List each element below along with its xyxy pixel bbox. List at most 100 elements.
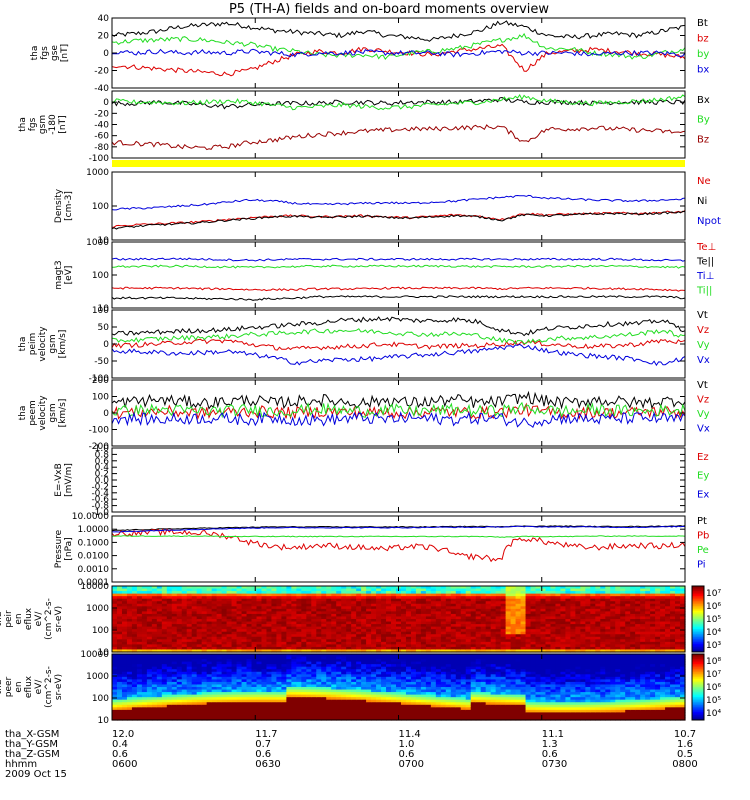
heatmap-cell [376,613,382,618]
heatmap-cell [246,601,253,605]
heatmap-cell [575,634,581,638]
heatmap-cell [276,624,283,628]
heatmap-cell [445,598,452,602]
heatmap-cell [341,601,347,605]
heatmap-cell [341,613,347,618]
heatmap-cell [366,596,372,600]
heatmap-cell [156,646,163,651]
heatmap-cell [331,586,337,590]
heatmap-cell [281,624,287,628]
heatmap-cell [361,666,367,670]
heatmap-cell [146,689,153,693]
heatmap-cell [435,616,442,620]
heatmap-cell [171,676,178,680]
heatmap-cell [171,639,178,643]
heatmap-cell [495,634,502,638]
heatmap-cell [630,616,636,620]
heatmap-cell [535,619,542,623]
heatmap-cell [455,616,462,620]
heatmap-cell [306,588,312,592]
heatmap-cell [112,621,118,625]
heatmap-cell [545,616,552,620]
heatmap-cell [136,629,143,633]
heatmap-cell [171,588,178,592]
ylabel-efield: E=-VxB[mV/m] [54,463,74,497]
ylabel-peem_velocity: thapeemvelocitygsm[km/s] [18,395,68,431]
heatmap-cell [366,712,372,716]
heatmap-cell [580,634,586,638]
colorbar-cell [692,597,704,600]
colorbar-cell [692,635,704,638]
heatmap-cell [186,644,193,648]
heatmap-cell [181,681,188,686]
heatmap-cell [400,641,407,645]
heatmap-cell [585,631,591,635]
heatmap-cell [630,586,636,590]
heatmap-cell [351,616,357,620]
heatmap-cell [281,661,287,665]
heatmap-cell [321,621,327,625]
heatmap-cell [610,621,616,625]
heatmap-cell [246,699,253,703]
heatmap-cell [615,639,621,643]
heatmap-cell [490,619,497,623]
heatmap-cell [226,631,233,635]
heatmap-cell [575,603,581,607]
heatmap-cell [525,621,532,625]
colorbar-cell [692,645,704,648]
heatmap-cell [136,598,143,602]
heatmap-cell [121,603,128,607]
heatmap-cell [126,596,133,600]
heatmap-cell [311,671,317,675]
heatmap-cell [186,624,193,628]
heatmap-cell [356,661,362,665]
heatmap-cell [211,611,218,615]
heatmap-cell [231,611,238,615]
heatmap-cell [276,654,283,658]
heatmap-cell [316,593,322,597]
heatmap-cell [256,699,263,703]
heatmap-cell [396,626,402,630]
heatmap-cell [176,707,183,711]
heatmap-cell [211,676,218,680]
heatmap-cell [286,709,292,713]
heatmap-cell [276,679,283,683]
heatmap-cell [515,611,522,615]
heatmap-cell [470,606,477,610]
heatmap-cell [595,588,601,592]
heatmap-cell [156,629,163,633]
heatmap-cell [410,634,417,638]
heatmap-cell [381,598,387,602]
heatmap-cell [191,699,198,703]
heatmap-cell [640,601,646,605]
heatmap-cell [570,621,576,625]
heatmap-cell [221,593,228,597]
heatmap-cell [620,606,626,610]
heatmap-cell [665,646,671,651]
heatmap-cell [226,586,233,590]
heatmap-cell [296,666,302,670]
heatmap-cell [525,626,532,630]
heatmap-cell [301,709,307,713]
heatmap-cell [615,613,621,618]
colorbar-label: 10⁵ [706,615,721,625]
heatmap-cell [445,586,452,590]
heatmap-cell [386,692,392,696]
heatmap-cell [525,634,532,638]
heatmap-cell [186,629,193,633]
heatmap-cell [136,621,143,625]
heatmap-cell [266,644,273,648]
heatmap-cell [396,709,402,713]
heatmap-cell [221,598,228,602]
heatmap-cell [266,674,273,678]
heatmap-cell [346,697,352,701]
heatmap-cell [131,591,138,595]
heatmap-cell [326,606,332,610]
heatmap-cell [635,598,641,602]
heatmap-cell [166,639,173,643]
heatmap-cell [465,629,472,633]
heatmap-cell [126,601,133,605]
heatmap-cell [376,631,382,635]
heatmap-cell [505,629,512,633]
heatmap-cell [331,717,337,721]
